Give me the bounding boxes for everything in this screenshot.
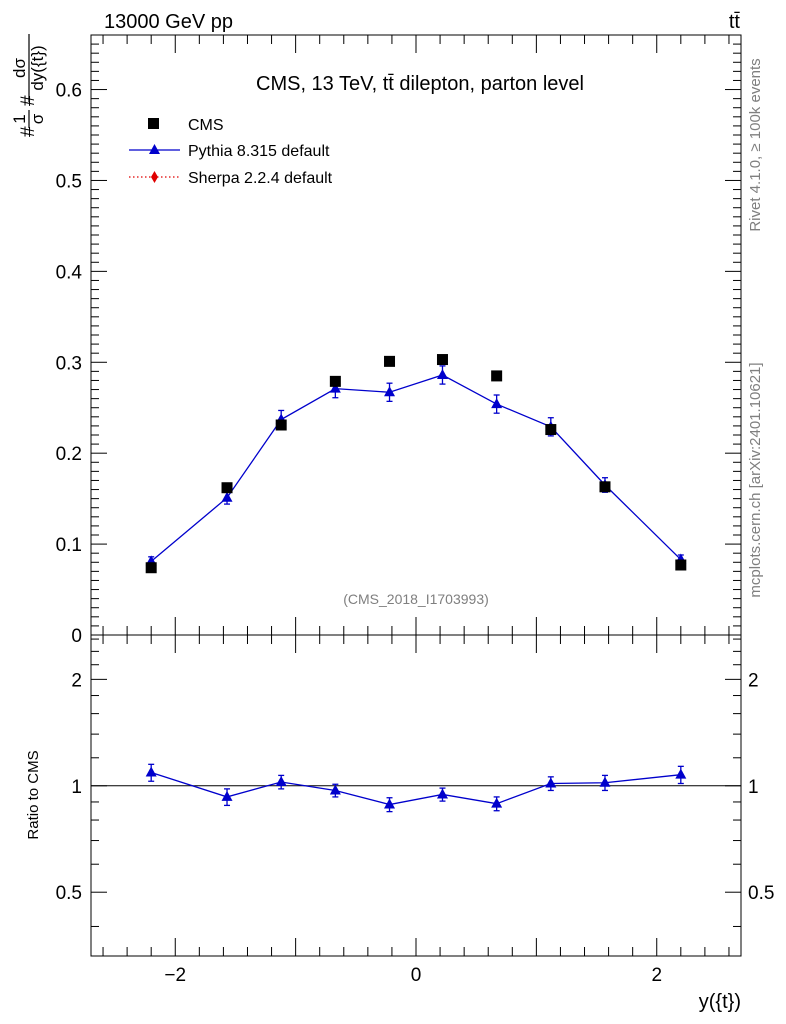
xtick-label: 0 (411, 965, 422, 986)
pythia-point (491, 398, 503, 409)
ratio-point (436, 788, 448, 799)
legend-pythia-label: Pythia 8.315 default (188, 143, 330, 160)
pythia-series-line (150, 374, 682, 562)
ylabel-den2: dy({t}) (28, 45, 47, 90)
pythia-point (221, 491, 233, 502)
ratio-ytick-label-right: 1 (748, 777, 759, 798)
ratio-point (675, 768, 687, 779)
ratio-point (599, 776, 611, 787)
legend-pythia-triangle-icon (149, 144, 160, 154)
legend-cms-square-icon (148, 118, 159, 129)
legend-entry-pythia: Pythia 8.315 default (129, 143, 330, 160)
cms-point (675, 559, 687, 571)
cms-point (599, 481, 611, 493)
main-axis-ticks: 0 0.1 0.2 0.3 0.4 0.5 0.6 (56, 34, 741, 647)
legend-entry-cms: CMS (148, 117, 224, 134)
cms-point (436, 354, 448, 366)
cms-point (491, 370, 503, 382)
ratio-data-marks (145, 763, 687, 813)
legend-sherpa-label: Sherpa 2.2.4 default (188, 170, 333, 187)
ratio-point (384, 798, 396, 809)
rivet-version-label: Rivet 4.1.0, ≥ 100k events (747, 58, 764, 231)
cms-point (221, 482, 233, 494)
xtick-label: 2 (651, 965, 662, 986)
ratio-point (491, 797, 503, 808)
main-ytick-label: 0.2 (56, 444, 82, 465)
ylabel-prefix-hash: # (18, 126, 39, 137)
pythia-point (384, 386, 396, 397)
main-ytick-label: 0.4 (56, 262, 83, 283)
ratio-panel-frame (90, 634, 742, 957)
ratio-point (545, 777, 557, 788)
ratio-point (329, 784, 341, 795)
main-ytick-label: 0 (71, 626, 82, 647)
pythia-point (329, 382, 341, 393)
cms-point (545, 424, 557, 436)
main-ytick-label: 0.6 (56, 81, 82, 102)
ylabel-den1: σ (28, 113, 47, 124)
legend: CMS Pythia 8.315 default Sherpa 2.2.4 de… (129, 117, 333, 187)
legend-sherpa-diamond-icon (151, 171, 158, 183)
cms-point (329, 375, 341, 387)
main-ytick-label: 0.3 (56, 353, 82, 374)
ratio-point (221, 790, 233, 801)
main-ytick-label: 0.5 (56, 171, 82, 192)
ratio-point (275, 775, 287, 786)
ratio-series-line (150, 771, 681, 806)
ylabel-num1: 1 (10, 114, 29, 123)
ratio-point (145, 766, 157, 777)
cms-point (145, 562, 157, 574)
main-data-marks (145, 354, 687, 574)
pythia-point (436, 369, 448, 379)
mcplots-label: mcplots.cern.ch [arXiv:2401.10621] (747, 362, 764, 597)
x-axis-label: y({t}) (699, 991, 741, 1013)
ratio-ytick-label-left: 0.5 (56, 883, 82, 904)
ratio-ytick-label-right: 2 (748, 670, 759, 691)
energy-label: 13000 GeV pp (104, 11, 233, 33)
process-label: tt̄ (729, 11, 741, 33)
ratio-ytick-label-right: 0.5 (748, 883, 774, 904)
cms-point (275, 419, 287, 431)
xtick-label: −2 (164, 965, 186, 986)
analysis-watermark: (CMS_2018_I1703993) (343, 591, 489, 607)
cms-point (384, 355, 396, 367)
ratio-y-axis-label: Ratio to CMS (25, 750, 42, 839)
ratio-ytick-label-left: 2 (71, 670, 82, 691)
ratio-ytick-label-left: 1 (71, 777, 82, 798)
legend-cms-label: CMS (188, 117, 224, 134)
main-chart-title: CMS, 13 TeV, tt̄ dilepton, parton level (256, 73, 584, 95)
ratio-axis-ticks: 0.5 0.5 1 1 2 2 −2 0 2 (56, 635, 774, 986)
ylabel-num2: dσ (10, 58, 29, 78)
main-y-axis-label: # 1 σ # dσ dy({t}) (10, 34, 47, 137)
main-ytick-label: 0.1 (56, 535, 82, 556)
legend-entry-sherpa: Sherpa 2.2.4 default (129, 170, 333, 187)
